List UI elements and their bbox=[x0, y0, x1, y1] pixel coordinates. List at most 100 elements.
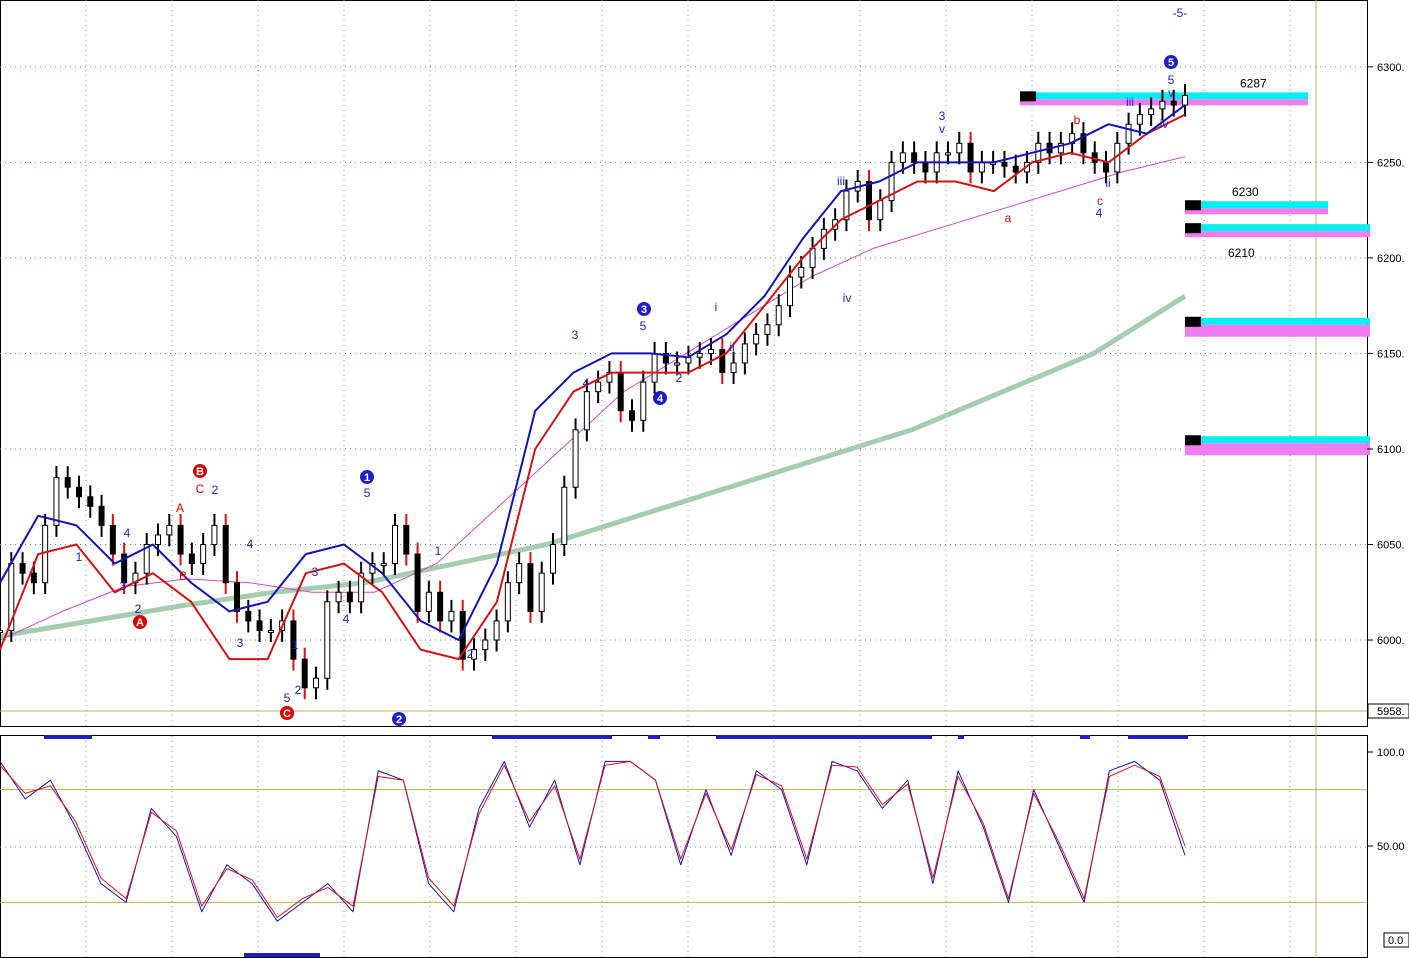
wave-label: C bbox=[196, 482, 205, 496]
price-candle bbox=[538, 572, 545, 612]
price-candle bbox=[1182, 95, 1188, 106]
price-candle bbox=[1148, 108, 1155, 116]
price-candle bbox=[708, 349, 714, 354]
price-candle bbox=[787, 276, 793, 307]
price-candle bbox=[392, 524, 398, 565]
price-candle bbox=[256, 620, 263, 631]
price-candle bbox=[380, 563, 387, 567]
oscillator-bands bbox=[0, 789, 1367, 903]
wave-label: a bbox=[1005, 211, 1012, 225]
signal-bar bbox=[716, 735, 932, 739]
y-axis: 6300. 6250. 6200. 6150. 6100. 6050. 6000. 5958.… bbox=[1367, 62, 1409, 948]
price-candle bbox=[843, 190, 850, 221]
price-candle bbox=[188, 553, 195, 565]
level-band-lower bbox=[1185, 231, 1370, 238]
signal-bar bbox=[1128, 735, 1188, 739]
wave-label-circle bbox=[133, 615, 147, 629]
price-candle bbox=[719, 349, 726, 374]
price-candle bbox=[640, 381, 647, 421]
price-candle bbox=[313, 677, 319, 689]
series-line-fast-average bbox=[0, 104, 1186, 641]
price-candle bbox=[527, 563, 534, 612]
price-candle bbox=[775, 305, 782, 326]
series-line-slow-average bbox=[0, 113, 1186, 661]
price-candle bbox=[1170, 100, 1177, 106]
y-tick-label: 6000. bbox=[1377, 635, 1405, 647]
price-candle bbox=[64, 477, 71, 488]
wave-label: 4 bbox=[583, 376, 590, 390]
price-candle bbox=[324, 601, 331, 679]
wave-label-circle bbox=[637, 302, 651, 316]
price-candle bbox=[561, 486, 568, 545]
wave-label: iii bbox=[1126, 95, 1134, 109]
price-candle bbox=[30, 572, 37, 584]
price-candle bbox=[98, 505, 105, 526]
wave-label: 1 bbox=[292, 638, 299, 652]
level-marker bbox=[1185, 223, 1201, 234]
price-candle bbox=[290, 620, 297, 660]
wave-label: 3 bbox=[237, 636, 244, 650]
price-candle bbox=[809, 247, 816, 268]
wave-label: 5 bbox=[640, 319, 647, 333]
price-candle bbox=[967, 142, 974, 173]
price-series bbox=[0, 84, 1188, 700]
price-candle bbox=[109, 524, 116, 555]
price-candle bbox=[177, 524, 184, 555]
wave-label: 4 bbox=[247, 537, 254, 551]
oscillator-line-blue bbox=[0, 760, 1186, 922]
price-candle bbox=[617, 372, 624, 412]
price-candle bbox=[945, 152, 951, 156]
price-candle bbox=[425, 591, 432, 612]
price-candle bbox=[1159, 100, 1166, 110]
level-marker bbox=[1185, 200, 1201, 211]
price-candle bbox=[414, 553, 421, 612]
price-candle bbox=[1001, 161, 1008, 167]
signal-bar bbox=[648, 735, 660, 739]
wave-label: 1 bbox=[76, 550, 83, 564]
wave-label: C bbox=[283, 708, 291, 720]
price-candle bbox=[1012, 165, 1019, 173]
price-candle bbox=[234, 582, 240, 612]
price-candle bbox=[1125, 123, 1132, 144]
wave-label-circle bbox=[653, 391, 667, 405]
price-candle bbox=[143, 544, 150, 574]
wave-label: 3 bbox=[572, 328, 579, 342]
wave-label-circle bbox=[1164, 55, 1178, 69]
wave-label: ii bbox=[729, 340, 734, 354]
y-tick-label: 100.0 bbox=[1377, 747, 1405, 759]
wave-label-circle bbox=[280, 706, 294, 720]
level-marker bbox=[1020, 91, 1036, 102]
price-candle bbox=[42, 524, 49, 584]
wave-label: c bbox=[1097, 194, 1103, 208]
price-candle bbox=[19, 563, 26, 574]
wave-label: 3 bbox=[120, 579, 127, 593]
wave-label: v bbox=[939, 122, 945, 136]
price-candle bbox=[572, 429, 579, 488]
wave-label: 2 bbox=[295, 683, 302, 697]
wave-label: A bbox=[136, 617, 144, 629]
price-candle bbox=[1136, 114, 1143, 125]
price-candle bbox=[956, 142, 963, 154]
wave-label: 5 bbox=[1168, 73, 1175, 87]
wave-label: 1 bbox=[364, 472, 370, 484]
price-candle bbox=[211, 524, 218, 545]
wave-label: 2 bbox=[212, 483, 219, 497]
price-candle bbox=[1103, 161, 1109, 173]
price-candle bbox=[741, 343, 748, 364]
grid bbox=[0, 0, 1367, 957]
wave-label: 2 bbox=[396, 714, 402, 726]
price-levels: 6287 6230 6210 bbox=[1020, 76, 1370, 456]
price-candle bbox=[696, 352, 703, 358]
last-value-label: 5958. bbox=[1377, 706, 1405, 718]
price-candle bbox=[798, 266, 805, 278]
signal-bar bbox=[1080, 735, 1090, 739]
wave-label: 3 bbox=[641, 304, 647, 316]
y-tick-label: 0.0 bbox=[1388, 935, 1403, 947]
y-tick-label: 6250. bbox=[1377, 157, 1405, 169]
price-candle bbox=[595, 381, 602, 393]
price-candle bbox=[53, 477, 60, 526]
y-tick-label: 6050. bbox=[1377, 540, 1405, 552]
price-candle bbox=[550, 544, 556, 574]
price-candle bbox=[121, 553, 128, 584]
